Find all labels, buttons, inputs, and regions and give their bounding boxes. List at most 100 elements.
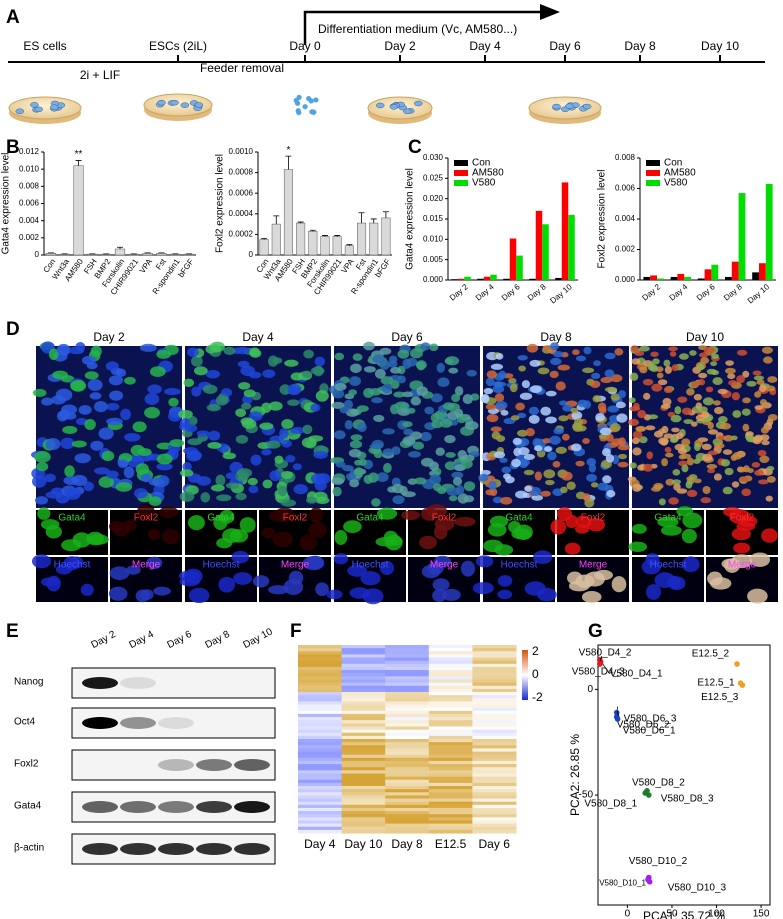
x-tick-label: Day 6: [695, 282, 717, 303]
nucleus: [663, 386, 673, 394]
heatmap-cell: [341, 760, 386, 765]
heatmap-cell: [385, 673, 430, 677]
heatmap-cell: [428, 801, 473, 806]
nucleus: [530, 385, 542, 393]
nucleus: [759, 434, 770, 441]
heatmap-cell: [298, 764, 343, 768]
point-label: V580_D10_1: [599, 879, 646, 888]
heatmap-cell: [385, 814, 430, 818]
nucleus: [676, 488, 688, 494]
nucleus: [492, 385, 505, 394]
cell: [50, 104, 59, 110]
nucleus: [713, 406, 724, 415]
nucleus: [248, 411, 263, 421]
nucleus: [605, 433, 614, 443]
nucleus: [48, 348, 59, 361]
channel-label: Foxl2: [283, 513, 308, 524]
heatmap-cell: [428, 660, 473, 665]
heatmap-cell: [385, 739, 430, 743]
heatmap-cell: [298, 688, 343, 693]
x-tick-label: VPA: [138, 257, 155, 275]
channel-label: Merge: [281, 560, 310, 571]
y-tick-label: 0.0010: [229, 147, 254, 156]
bar: [516, 255, 523, 280]
nucleus: [574, 524, 590, 534]
nucleus: [724, 467, 734, 476]
nucleus: [401, 510, 420, 520]
nucleus: [525, 428, 535, 437]
nucleus: [488, 480, 497, 490]
nucleus: [609, 423, 621, 432]
point: [734, 661, 740, 667]
heatmap-cell: [298, 820, 343, 825]
nucleus: [283, 578, 304, 596]
band: [158, 801, 194, 813]
y-axis-label: Foxl2 expression level: [215, 154, 226, 253]
heatmap-cell: [341, 679, 386, 684]
nucleus: [671, 427, 680, 433]
nucleus: [163, 388, 181, 396]
heatmap-cell: [385, 679, 430, 684]
heatmap-cell: [385, 829, 430, 834]
heatmap-cell: [385, 735, 430, 740]
bar: [697, 278, 705, 280]
nucleus: [642, 378, 654, 386]
heatmap-cell: [472, 739, 517, 743]
nucleus: [148, 477, 165, 486]
nucleus: [581, 591, 602, 603]
heatmap-cell: [298, 704, 343, 709]
nucleus: [371, 439, 384, 449]
heatmap-cell: [341, 692, 386, 696]
cell: [308, 98, 314, 104]
heatmap-cell: [472, 673, 517, 677]
heatmap-cell: [341, 735, 386, 740]
nucleus: [463, 495, 475, 503]
heatmap-cell: [298, 729, 343, 734]
heatmap-cell: [385, 748, 430, 753]
nucleus: [583, 346, 592, 355]
nucleus: [268, 401, 283, 411]
heatmap-cell: [472, 814, 517, 818]
nucleus: [681, 556, 700, 573]
nucleus: [223, 346, 236, 355]
nucleus: [169, 439, 185, 448]
nucleus: [215, 395, 229, 406]
nucleus: [566, 481, 576, 490]
point: [739, 682, 746, 688]
nucleus: [494, 381, 507, 387]
nucleus: [711, 353, 719, 359]
nucleus: [314, 356, 326, 367]
point: [596, 661, 603, 667]
heatmap-cell: [298, 679, 343, 684]
below-label: 2i + LIF: [80, 68, 120, 82]
nucleus: [664, 452, 674, 458]
day-label: Day 8: [203, 629, 232, 651]
nucleus: [431, 420, 443, 429]
x-tick-label: Day 8: [526, 282, 548, 303]
nucleus: [767, 376, 778, 383]
nucleus: [663, 359, 671, 367]
nucleus: [357, 422, 367, 433]
heatmap-cell: [341, 801, 386, 806]
cell: [194, 102, 204, 108]
nucleus: [132, 421, 147, 433]
bar: [752, 272, 759, 280]
nucleus: [159, 506, 179, 519]
nucleus: [313, 450, 328, 459]
heatmap-cell: [341, 673, 386, 677]
nucleus: [168, 397, 179, 407]
nucleus: [529, 486, 542, 497]
heatmap-cell: [341, 779, 386, 784]
x-tick-label: bFGF: [176, 257, 195, 279]
nucleus: [661, 425, 669, 434]
heatmap-cell: [298, 726, 343, 731]
nucleus: [414, 477, 427, 485]
nucleus: [718, 416, 728, 424]
error-bar: [322, 235, 328, 237]
nucleus: [334, 352, 345, 361]
heatmap-cell: [298, 770, 343, 774]
nucleus: [570, 407, 579, 414]
heatmap-cell: [298, 829, 343, 834]
bar: [643, 276, 651, 280]
